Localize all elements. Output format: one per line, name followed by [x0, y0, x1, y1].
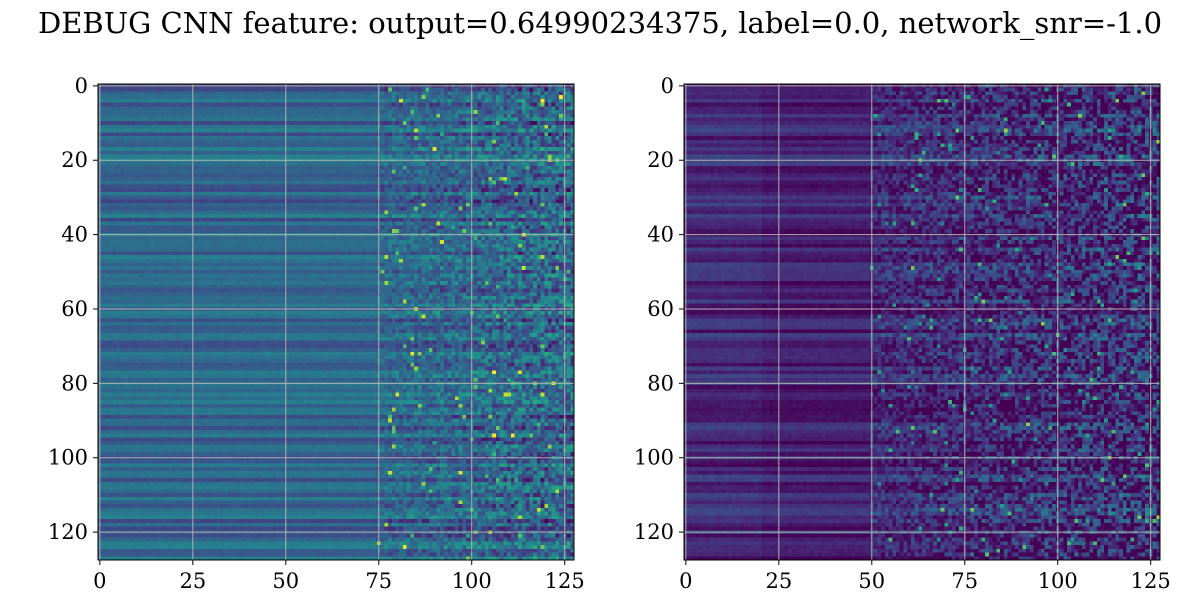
x-tick-label: 125	[545, 569, 585, 593]
heatmap-image	[684, 84, 1160, 560]
x-tick-label: 75	[365, 569, 392, 593]
y-tick-label: 120	[634, 520, 674, 544]
y-tick-label: 20	[61, 148, 88, 172]
x-tick-label: 25	[765, 569, 792, 593]
x-tick-label: 25	[179, 569, 206, 593]
y-tick-label: 120	[48, 520, 88, 544]
y-tick-label: 0	[661, 74, 674, 98]
x-tick-label: 50	[858, 569, 885, 593]
y-tick-label: 60	[61, 297, 88, 321]
y-tick-label: 60	[647, 297, 674, 321]
x-tick-label: 125	[1131, 569, 1171, 593]
x-tick-label: 100	[452, 569, 492, 593]
plot-frame	[97, 83, 575, 561]
y-tick-label: 80	[647, 371, 674, 395]
figure-title: DEBUG CNN feature: output=0.64990234375,…	[37, 6, 1163, 40]
x-tick-label: 0	[679, 569, 692, 593]
y-tick-label: 40	[61, 223, 88, 247]
x-tick-label: 50	[272, 569, 299, 593]
y-tick-label: 100	[48, 446, 88, 470]
y-tick-label: 40	[647, 223, 674, 247]
x-tick-label: 0	[93, 569, 106, 593]
x-tick-label: 100	[1038, 569, 1078, 593]
y-tick-label: 100	[634, 446, 674, 470]
x-tick-label: 75	[951, 569, 978, 593]
plot-frame	[683, 83, 1161, 561]
heatmap-image	[98, 84, 574, 560]
y-tick-label: 80	[61, 371, 88, 395]
y-tick-label: 0	[75, 74, 88, 98]
heatmap-left: 0 25 50 75 100 125 0 20 40 60 80 100 120	[48, 74, 585, 593]
y-tick-label: 20	[647, 148, 674, 172]
